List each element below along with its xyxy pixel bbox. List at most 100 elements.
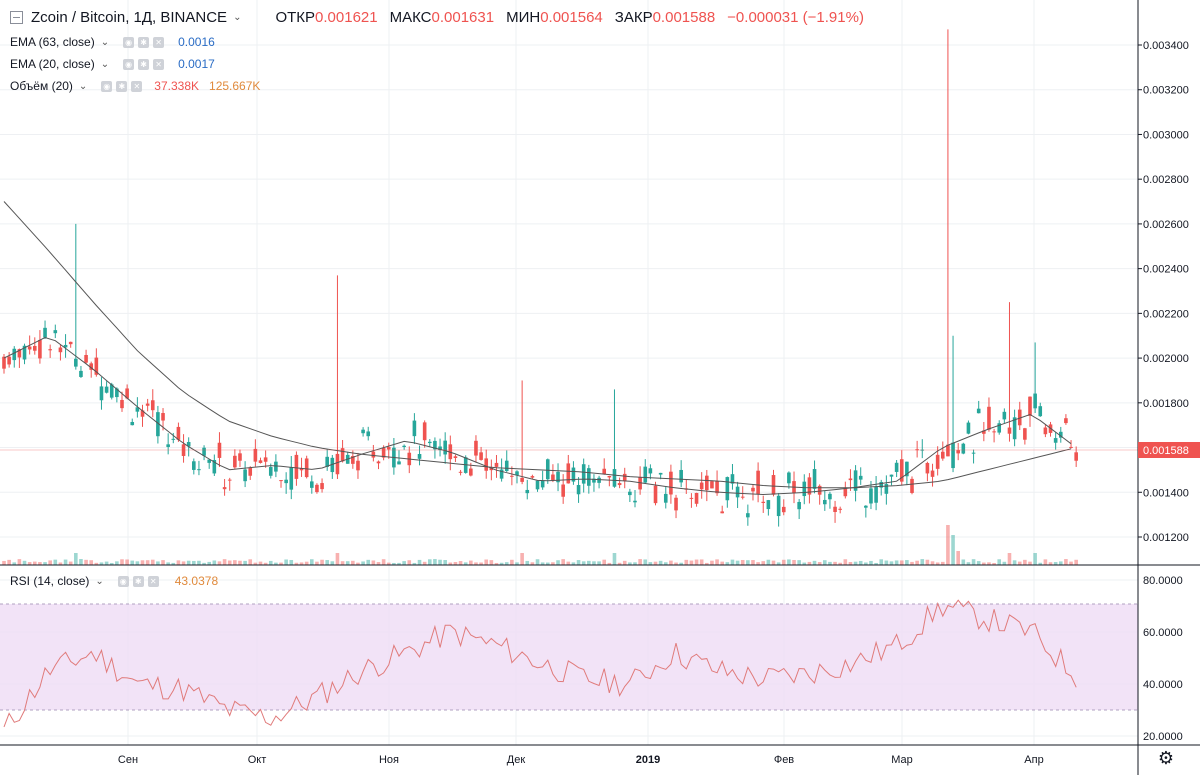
candle-body [32, 345, 37, 351]
volume-bar [438, 559, 442, 565]
gear-icon[interactable]: ✱ [132, 575, 144, 587]
candle-body [797, 501, 801, 510]
eye-icon[interactable]: ◉ [123, 36, 135, 48]
volume-bar [520, 553, 524, 565]
volume-bar [433, 559, 437, 565]
volume-bar [982, 562, 986, 565]
candle-body [443, 440, 447, 455]
candle-body [864, 505, 868, 508]
eye-icon[interactable]: ◉ [117, 575, 129, 587]
candle-body [787, 472, 791, 484]
candle-body [858, 475, 863, 480]
volume-bar [27, 562, 32, 565]
candle-body [1023, 428, 1027, 440]
candlesticks [2, 29, 1078, 527]
candle-body [304, 458, 309, 478]
candle-body [325, 456, 329, 467]
candle-body [12, 348, 17, 361]
volume-bar [504, 562, 509, 565]
volume-bar [392, 562, 396, 565]
volume-bar [1064, 559, 1068, 565]
gear-icon[interactable]: ✱ [138, 36, 150, 48]
candle-body [274, 461, 278, 472]
eye-icon[interactable]: ◉ [101, 80, 113, 92]
volume-bar [899, 560, 904, 565]
time-axis[interactable]: Сен Окт Ноя Дек 2019 Фев Мар Апр [118, 754, 1044, 766]
volume-bar [669, 560, 673, 565]
volume-bar [715, 559, 719, 565]
rsi-axis[interactable]: 80.0000 60.0000 40.0000 20.0000 [1143, 575, 1183, 743]
volume-bar [612, 553, 617, 565]
volume-bar [997, 559, 1002, 565]
candle-body [340, 448, 345, 462]
collapse-icon[interactable] [10, 11, 23, 24]
settings-gear-icon[interactable]: ⚙ [1157, 748, 1174, 768]
candle-body [222, 487, 227, 490]
close-icon[interactable]: ✕ [131, 80, 143, 92]
candle-body [217, 442, 222, 458]
candle-body [48, 349, 52, 351]
candle-body [135, 407, 140, 412]
candle-body [109, 384, 114, 398]
volume-bar [515, 562, 519, 565]
volume-bar [89, 560, 94, 565]
volume-bar [361, 561, 365, 565]
candle-body [156, 412, 160, 437]
eye-icon[interactable]: ◉ [123, 58, 135, 70]
price-tick-label: 0.002800 [1143, 174, 1189, 186]
chevron-down-icon[interactable]: ⌄ [100, 36, 110, 48]
candle-body [438, 446, 442, 451]
candle-body [263, 457, 268, 462]
volume-bar [930, 561, 935, 565]
candle-body [1002, 411, 1007, 420]
volume-bar [186, 560, 191, 565]
chevron-down-icon[interactable]: ⌄ [78, 80, 88, 92]
chevron-down-icon[interactable]: ⌄ [233, 12, 242, 23]
volume-bar [412, 562, 417, 565]
price-axis[interactable]: 0.003400 0.003200 0.003000 0.002800 0.002600… [1138, 40, 1189, 544]
volume-bar [474, 562, 478, 565]
volume-bar [894, 560, 899, 565]
gear-icon[interactable]: ✱ [116, 80, 128, 92]
volume-bar [525, 560, 530, 565]
volume-bar [776, 562, 781, 565]
price-tick-label: 0.003400 [1143, 40, 1189, 52]
chevron-down-icon[interactable]: ⌄ [95, 575, 104, 587]
ema63-name[interactable]: EMA (63, close) [10, 35, 95, 49]
legend-rsi-row: RSI (14, close) ⌄ ◉ ✱ ✕ 43.0378 [10, 574, 218, 588]
symbol-title[interactable]: Zcoin / Bitcoin, 1Д, BINANCE [31, 9, 228, 26]
chevron-down-icon[interactable]: ⌄ [100, 58, 110, 70]
volume-bar [489, 560, 494, 565]
close-icon[interactable]: ✕ [153, 58, 165, 70]
ohlc-values: ОТКР0.001621 МАКС0.001631 МИН0.001564 ЗА… [275, 9, 864, 26]
volume-bar [992, 562, 996, 565]
rsi-tick-label: 80.0000 [1143, 575, 1183, 587]
rsi-tick-label: 60.0000 [1143, 627, 1183, 639]
candle-body [258, 460, 263, 463]
low-label: МИН [506, 9, 541, 26]
close-icon[interactable]: ✕ [147, 575, 159, 587]
volume-bar [222, 559, 227, 565]
volume-bar [448, 562, 453, 565]
candle-body [238, 453, 242, 461]
volume-bar [197, 560, 201, 565]
volume-bar [828, 561, 832, 565]
volume-bar [617, 562, 622, 565]
candle-body [22, 345, 27, 360]
gear-icon[interactable]: ✱ [138, 58, 150, 70]
volume-bar [802, 562, 807, 565]
candle-body [212, 459, 217, 474]
candle-body [2, 356, 6, 369]
candle-body [186, 441, 191, 447]
candle-body [756, 470, 760, 494]
volume-bar [32, 561, 37, 565]
rsi-name[interactable]: RSI (14, close) [10, 574, 90, 588]
volume-name[interactable]: Объём (20) [10, 79, 73, 93]
close-icon[interactable]: ✕ [153, 36, 165, 48]
time-tick-label: Мар [891, 754, 913, 766]
volume-bar [310, 559, 314, 565]
candle-body [633, 500, 637, 503]
volume-bar [274, 562, 278, 565]
ema20-name[interactable]: EMA (20, close) [10, 57, 95, 71]
